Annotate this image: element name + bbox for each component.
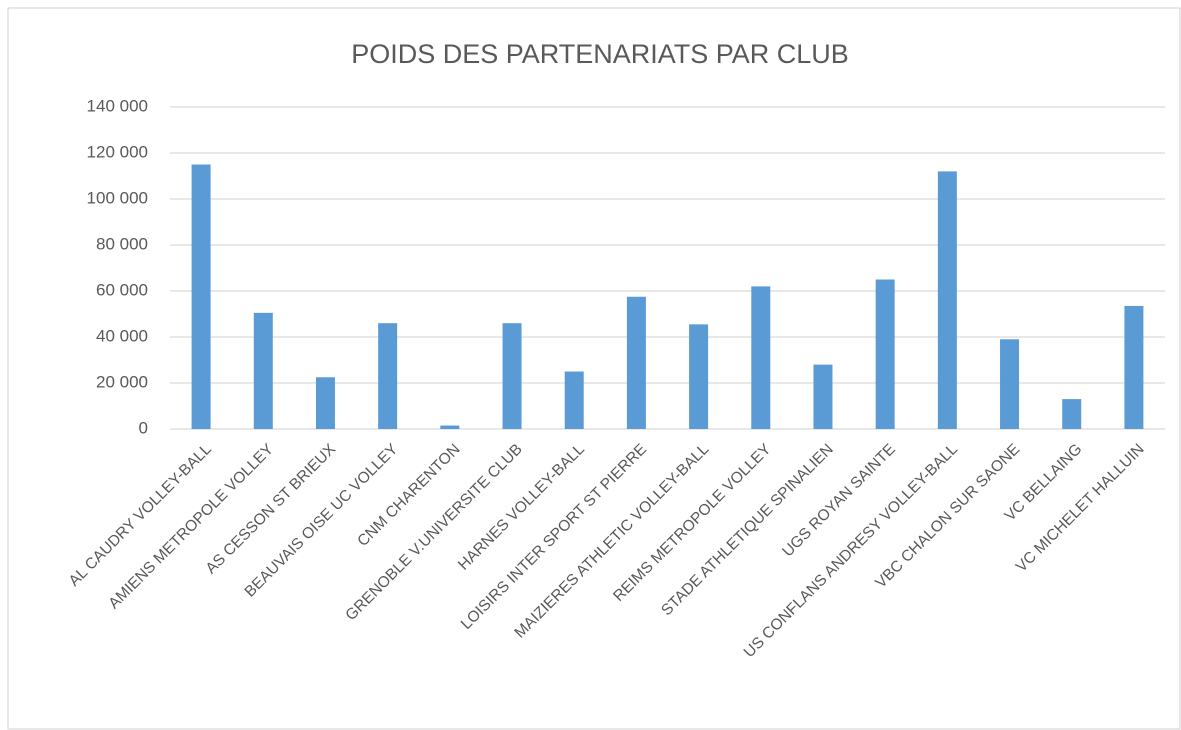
y-tick-label: 120 000 xyxy=(87,142,148,161)
y-tick-label: 0 xyxy=(139,418,148,437)
bar xyxy=(689,324,709,429)
bar xyxy=(751,286,771,429)
bar xyxy=(378,323,398,429)
bar xyxy=(1062,399,1082,429)
bar xyxy=(315,377,335,429)
bar xyxy=(626,296,646,429)
bar xyxy=(813,364,833,429)
bar xyxy=(875,279,895,429)
y-tick-label: 100 000 xyxy=(87,188,148,207)
bar xyxy=(253,312,273,429)
y-tick-label: 40 000 xyxy=(96,326,148,345)
bar xyxy=(1000,339,1020,429)
y-tick-label: 60 000 xyxy=(96,280,148,299)
bar xyxy=(1124,305,1144,429)
bar xyxy=(502,323,522,429)
chart-title: POIDS DES PARTENARIATS PAR CLUB xyxy=(351,39,849,69)
bar xyxy=(191,164,211,429)
y-tick-label: 80 000 xyxy=(96,234,148,253)
bar xyxy=(564,371,584,429)
y-tick-label: 20 000 xyxy=(96,372,148,391)
y-tick-label: 140 000 xyxy=(87,96,148,115)
bar xyxy=(937,171,957,429)
bar xyxy=(440,425,460,429)
